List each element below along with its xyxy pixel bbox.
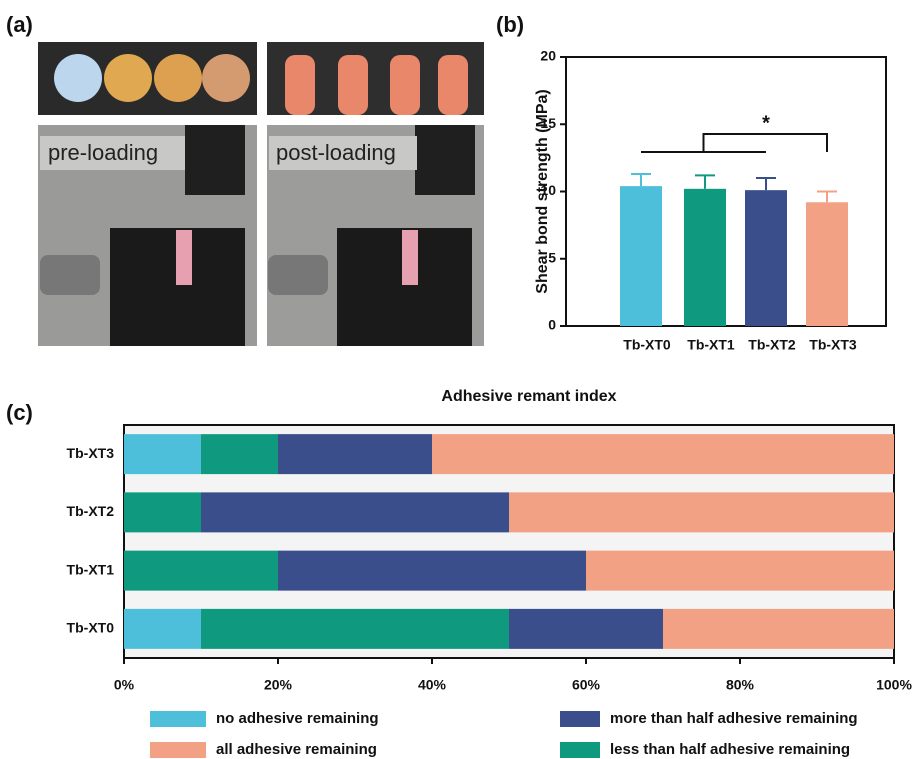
error-bar: [631, 174, 651, 186]
legend-swatch: [150, 742, 206, 758]
bar-segment: [663, 609, 894, 649]
bar-segment: [201, 609, 509, 649]
bar: [806, 202, 848, 326]
photo-label: post-loading: [276, 140, 396, 165]
x-tick-label: Tb-XT2: [748, 337, 796, 353]
x-tick-label: Tb-XT3: [809, 337, 857, 353]
bar-segment: [278, 434, 432, 474]
bar-segment: [509, 609, 663, 649]
x-tick-label: Tb-XT0: [623, 337, 671, 353]
y-tick-label: Tb-XT3: [67, 445, 115, 461]
legend-label: more than half adhesive remaining: [610, 710, 858, 727]
chart-title: Adhesive remant index: [441, 388, 616, 405]
x-tick-label: 100%: [876, 677, 912, 693]
bar-segment: [124, 492, 201, 532]
photos: pre-loading post-loading: [38, 42, 484, 346]
x-tick-label: 60%: [572, 677, 601, 693]
significance-mark: *: [762, 112, 770, 134]
y-tick-label: Tb-XT0: [67, 620, 115, 636]
bar-segment: [432, 434, 894, 474]
legend-swatch: [150, 711, 206, 727]
bar-segment: [278, 551, 586, 591]
panel-label: (b): [496, 12, 524, 37]
figure: (a) (b) (c) pre-loading post-loading 051…: [0, 0, 917, 759]
x-tick-label: 0%: [114, 677, 135, 693]
bar-segment: [509, 492, 894, 532]
y-axis-label: Shear bond strength (MPa): [534, 89, 551, 293]
legend-swatch: [560, 742, 600, 758]
panel-label: (a): [6, 12, 33, 37]
error-bar: [756, 178, 776, 190]
x-tick-label: 40%: [418, 677, 447, 693]
bar-segment: [124, 551, 278, 591]
bar-segment: [124, 434, 201, 474]
y-tick-label: Tb-XT1: [67, 561, 115, 577]
bar: [684, 189, 726, 326]
y-tick-label: Tb-XT2: [67, 503, 115, 519]
bar-segment: [201, 492, 509, 532]
bar-segment: [201, 434, 278, 474]
error-bar: [817, 192, 837, 203]
bar: [745, 190, 787, 326]
significance-bracket: [641, 134, 827, 152]
legend-label: no adhesive remaining: [216, 710, 379, 727]
bar: [620, 186, 662, 326]
photo-label: pre-loading: [48, 140, 158, 165]
legend-label: less than half adhesive remaining: [610, 741, 850, 758]
error-bar: [695, 175, 715, 188]
y-tick-label: 0: [548, 317, 556, 333]
x-tick-label: 80%: [726, 677, 755, 693]
x-tick-label: 20%: [264, 677, 293, 693]
bar-segment: [586, 551, 894, 591]
panel-label: (c): [6, 400, 33, 425]
bar-segment: [124, 609, 201, 649]
legend-label: all adhesive remaining: [216, 741, 377, 758]
legend-swatch: [560, 711, 600, 727]
x-tick-label: Tb-XT1: [687, 337, 735, 353]
y-tick-label: 20: [540, 48, 556, 64]
